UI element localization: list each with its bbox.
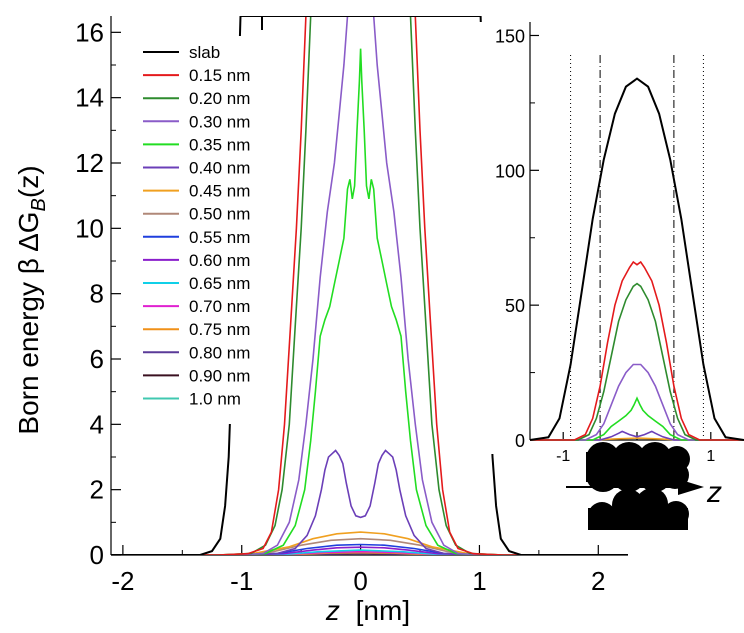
inset-x-tick-label: -1 (556, 448, 570, 465)
inset-y-tick-label: 50 (505, 296, 525, 316)
legend-label: 0.15 nm (189, 66, 250, 85)
legend-label: 0.20 nm (189, 89, 250, 108)
inset-series-line-0-40-nm (530, 430, 744, 441)
series-line-0-35-nm (111, 48, 628, 555)
inset-plot: 0 50 100 150 -1 1 (478, 22, 744, 465)
inset-y-tick-label: 100 (495, 161, 525, 181)
legend-label: 0.70 nm (189, 297, 250, 316)
inset-series-line-0-30-nm (530, 363, 744, 441)
inset-series-line-slab (529, 77, 744, 441)
top-atom-row (586, 442, 690, 492)
y-tick-label: 0 (90, 540, 104, 570)
legend-label: 0.80 nm (189, 343, 250, 362)
legend-label: 0.45 nm (189, 182, 250, 201)
x-tick-label: 2 (591, 566, 605, 596)
inset-z-label: z (706, 476, 722, 509)
y-axis-label: Born energy β ΔGB(z) (13, 165, 50, 434)
legend-label: 0.75 nm (189, 320, 250, 339)
y-tick-label: 12 (75, 148, 104, 178)
legend-label: 0.30 nm (189, 112, 250, 131)
legend-background (128, 36, 266, 424)
x-tick-label: 1 (472, 566, 486, 596)
atom-layer-illustration: z (566, 442, 722, 530)
y-tick-label: 6 (90, 344, 104, 374)
legend: slab 0.15 nm 0.20 nm 0.30 nm 0.35 nm 0.40 nm 0… (128, 36, 266, 424)
z-direction-arrow-icon (566, 479, 704, 495)
legend-label: slab (189, 43, 220, 62)
legend-label: 1.0 nm (189, 390, 241, 409)
y-tick-label: 16 (75, 17, 104, 47)
legend-label: 0.35 nm (189, 135, 250, 154)
y-tick-label: 8 (90, 279, 104, 309)
x-tick-label: -1 (230, 566, 253, 596)
bottom-atom-row (588, 488, 689, 530)
inset-x-tick-label: 1 (706, 448, 715, 465)
svg-text:Born energy β ΔGB(z): Born energy β ΔGB(z) (13, 165, 50, 434)
legend-label: 0.90 nm (189, 366, 250, 385)
inset-series-line-0-15-nm (530, 260, 744, 441)
series-line-slab (111, 16, 628, 555)
series-line-0-30-nm (111, 16, 628, 555)
inset-y-tick-label: 150 (495, 26, 525, 46)
y-tick-label: 14 (75, 83, 104, 113)
y-tick-label: 4 (90, 409, 104, 439)
legend-label: 0.55 nm (189, 228, 250, 247)
legend-label: 0.60 nm (189, 251, 250, 270)
series-line-0-15-nm (111, 16, 628, 555)
inset-background (478, 22, 744, 454)
inset-y-tick-label: 0 (515, 431, 525, 451)
inset-series-line-0-20-nm (530, 282, 744, 441)
series-line-0-40-nm (111, 449, 628, 555)
y-tick-label: 2 (90, 475, 104, 505)
y-tick-label: 10 (75, 213, 104, 243)
x-tick-label: 0 (353, 566, 367, 596)
inset-series-line-0-35-nm (530, 396, 744, 441)
legend-label: 0.50 nm (189, 205, 250, 224)
x-axis-label: z [nm] (325, 595, 410, 626)
legend-label: 0.65 nm (189, 274, 250, 293)
x-tick-label: -2 (111, 566, 134, 596)
legend-label: 0.40 nm (189, 159, 250, 178)
svg-text:z [nm]: z [nm] (325, 595, 410, 626)
